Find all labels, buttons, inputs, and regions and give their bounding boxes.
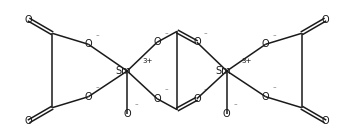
Text: ⁻: ⁻: [134, 104, 138, 110]
Text: ⁻: ⁻: [234, 104, 238, 110]
Text: O: O: [153, 94, 161, 104]
Text: 3+: 3+: [142, 58, 153, 64]
Text: O: O: [262, 39, 269, 49]
Text: ⁻: ⁻: [95, 87, 99, 93]
Text: O: O: [223, 109, 230, 119]
Text: O: O: [321, 14, 329, 24]
Text: ⁻: ⁻: [164, 32, 168, 38]
Text: ⁻: ⁻: [164, 89, 168, 95]
Text: O: O: [85, 39, 92, 49]
Text: 3+: 3+: [242, 58, 252, 64]
Text: Sm: Sm: [115, 66, 131, 76]
Text: O: O: [321, 116, 329, 126]
Text: ⁻: ⁻: [273, 34, 276, 40]
Text: ⁻: ⁻: [204, 89, 208, 95]
Text: O: O: [25, 116, 33, 126]
Text: ⁻: ⁻: [95, 34, 99, 40]
Text: ⁻: ⁻: [204, 32, 208, 38]
Text: O: O: [25, 14, 33, 24]
Text: O: O: [262, 92, 269, 102]
Text: O: O: [193, 94, 201, 104]
Text: Sm: Sm: [215, 66, 231, 76]
Text: O: O: [85, 92, 92, 102]
Text: O: O: [193, 37, 201, 47]
Text: ⁻: ⁻: [273, 87, 276, 93]
Text: O: O: [153, 37, 161, 47]
Text: O: O: [124, 109, 131, 119]
